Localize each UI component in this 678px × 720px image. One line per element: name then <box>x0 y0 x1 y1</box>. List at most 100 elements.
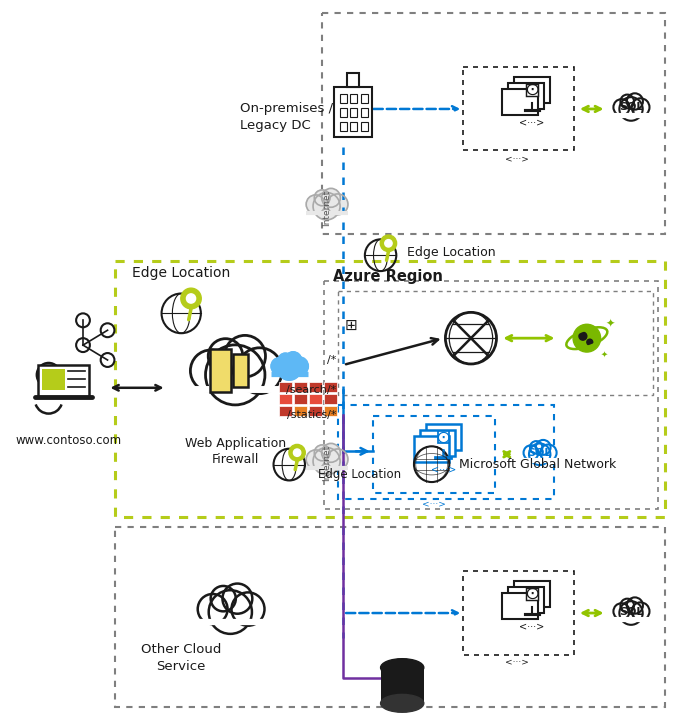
FancyBboxPatch shape <box>526 84 538 96</box>
Text: /statics/*: /statics/* <box>287 410 336 420</box>
Text: ⊙: ⊙ <box>524 585 540 603</box>
Circle shape <box>277 356 301 380</box>
FancyBboxPatch shape <box>351 94 357 103</box>
Circle shape <box>224 336 266 377</box>
Circle shape <box>271 358 287 374</box>
Circle shape <box>523 445 538 460</box>
Circle shape <box>540 444 557 461</box>
FancyBboxPatch shape <box>361 122 368 131</box>
FancyBboxPatch shape <box>279 382 292 392</box>
FancyBboxPatch shape <box>340 94 346 103</box>
FancyBboxPatch shape <box>414 436 450 462</box>
FancyBboxPatch shape <box>334 86 372 137</box>
FancyBboxPatch shape <box>437 431 450 444</box>
FancyBboxPatch shape <box>526 588 538 600</box>
Text: ✦: ✦ <box>601 349 608 359</box>
FancyBboxPatch shape <box>351 122 357 131</box>
Text: Internet: Internet <box>322 445 331 482</box>
Text: <···>: <···> <box>519 621 544 631</box>
Text: <···>: <···> <box>505 657 529 667</box>
FancyBboxPatch shape <box>340 122 346 131</box>
Text: Edge Location: Edge Location <box>318 467 401 481</box>
Text: www.contoso.com: www.contoso.com <box>15 434 121 447</box>
Text: ⊙: ⊙ <box>524 81 540 99</box>
Circle shape <box>327 449 348 469</box>
Circle shape <box>579 332 587 340</box>
Circle shape <box>573 324 601 352</box>
Circle shape <box>620 97 643 121</box>
Text: Microsoft Global Network: Microsoft Global Network <box>459 458 616 471</box>
Text: SQL: SQL <box>619 606 643 616</box>
Circle shape <box>327 194 348 215</box>
FancyBboxPatch shape <box>502 89 538 115</box>
Circle shape <box>191 350 231 392</box>
Circle shape <box>620 598 634 613</box>
FancyBboxPatch shape <box>309 382 322 392</box>
Text: Edge Location: Edge Location <box>132 266 231 279</box>
FancyBboxPatch shape <box>514 77 549 103</box>
FancyBboxPatch shape <box>347 73 359 86</box>
FancyBboxPatch shape <box>508 83 544 109</box>
Circle shape <box>209 590 252 634</box>
Text: ✦: ✦ <box>605 319 615 329</box>
FancyBboxPatch shape <box>508 587 544 613</box>
Text: On-premises /
Legacy DC: On-premises / Legacy DC <box>240 102 334 132</box>
Circle shape <box>380 235 397 251</box>
Circle shape <box>620 94 634 108</box>
Circle shape <box>536 440 551 455</box>
Text: SQL: SQL <box>619 102 643 112</box>
Ellipse shape <box>380 659 424 677</box>
FancyBboxPatch shape <box>361 108 368 117</box>
FancyBboxPatch shape <box>361 94 368 103</box>
Text: ⊞: ⊞ <box>344 318 357 333</box>
Circle shape <box>186 294 196 303</box>
FancyBboxPatch shape <box>233 354 248 387</box>
Circle shape <box>222 584 252 613</box>
FancyBboxPatch shape <box>502 593 538 619</box>
FancyBboxPatch shape <box>309 394 322 404</box>
Circle shape <box>315 445 330 461</box>
Circle shape <box>614 99 630 115</box>
Text: <···>: <···> <box>431 465 456 474</box>
FancyBboxPatch shape <box>420 431 455 456</box>
FancyBboxPatch shape <box>340 108 346 117</box>
Circle shape <box>529 444 551 465</box>
FancyBboxPatch shape <box>351 108 357 117</box>
FancyBboxPatch shape <box>380 667 424 703</box>
Text: <···>: <···> <box>519 117 544 127</box>
Text: /*: /* <box>327 355 336 365</box>
Text: /search/*: /search/* <box>286 384 336 395</box>
Text: ⊙: ⊙ <box>436 428 451 446</box>
Circle shape <box>614 603 630 619</box>
Circle shape <box>384 240 392 247</box>
Circle shape <box>632 603 650 621</box>
Text: Other Cloud
Service: Other Cloud Service <box>141 643 222 672</box>
FancyBboxPatch shape <box>279 394 292 404</box>
Circle shape <box>306 450 325 469</box>
Circle shape <box>231 593 264 626</box>
Circle shape <box>290 357 308 375</box>
Circle shape <box>321 189 340 207</box>
Circle shape <box>620 601 643 625</box>
Circle shape <box>321 444 340 462</box>
Circle shape <box>279 354 292 367</box>
FancyBboxPatch shape <box>324 382 338 392</box>
Circle shape <box>313 192 340 220</box>
FancyBboxPatch shape <box>279 405 292 415</box>
Ellipse shape <box>380 694 424 712</box>
Text: Web Application
Firewall: Web Application Firewall <box>184 437 286 467</box>
Circle shape <box>632 99 650 117</box>
Circle shape <box>626 598 643 613</box>
FancyBboxPatch shape <box>294 394 307 404</box>
FancyBboxPatch shape <box>294 382 307 392</box>
FancyBboxPatch shape <box>324 405 338 415</box>
FancyBboxPatch shape <box>294 405 307 415</box>
Text: Edge Location: Edge Location <box>407 246 496 259</box>
FancyBboxPatch shape <box>514 581 549 607</box>
FancyBboxPatch shape <box>42 369 64 390</box>
Text: <···>: <···> <box>422 499 445 508</box>
FancyBboxPatch shape <box>210 348 231 392</box>
Circle shape <box>313 448 340 475</box>
Circle shape <box>530 441 542 454</box>
Circle shape <box>626 94 643 109</box>
